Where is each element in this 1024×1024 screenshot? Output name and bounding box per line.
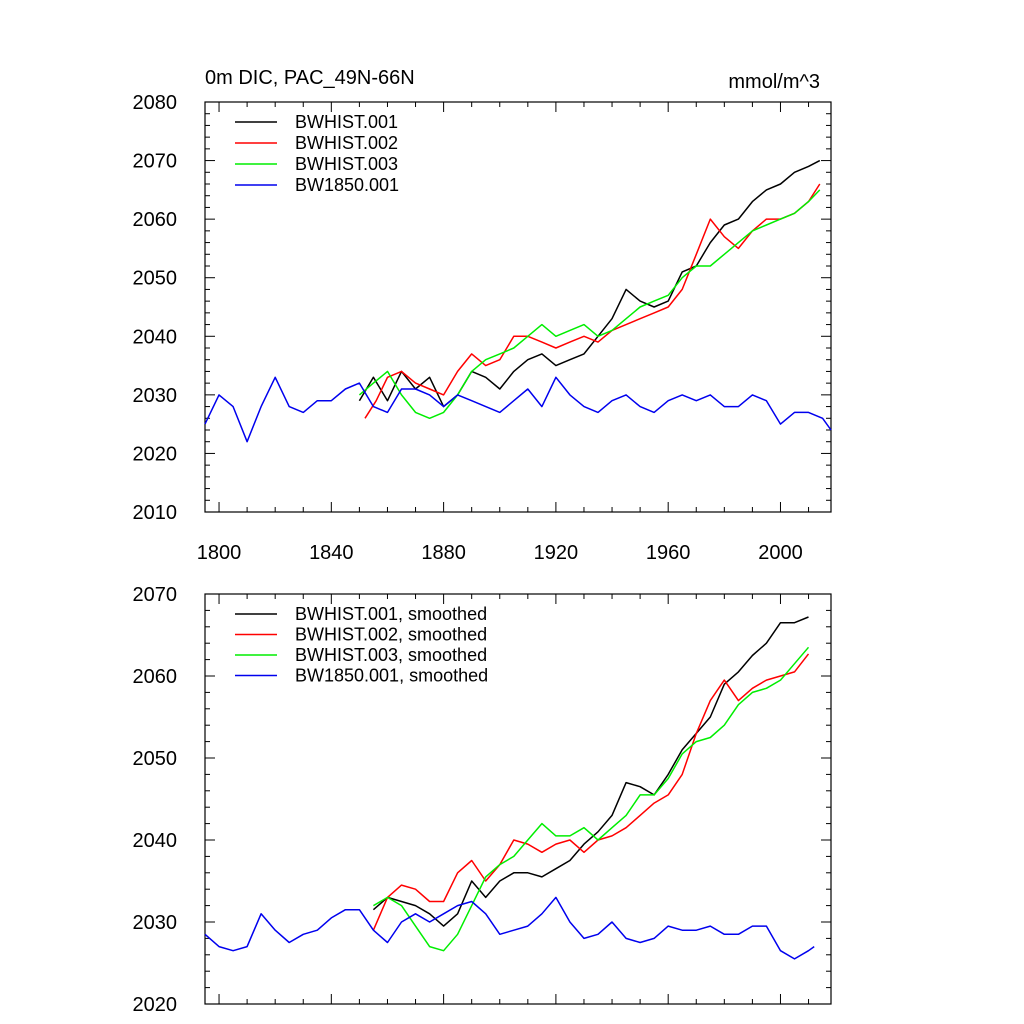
- x-tick-label: 1960: [646, 542, 691, 564]
- y-tick-label: 2040: [133, 326, 178, 348]
- y-tick-label: 2040: [133, 830, 178, 852]
- top-axis-ticks: 2010 2020 2030 2040 2050 2060 2070 2080 1800 1840…: [133, 92, 831, 564]
- y-tick-label: 2030: [133, 912, 178, 934]
- top-series-line-3: [358, 189, 821, 420]
- bottom-plot-frame: [204, 593, 832, 1005]
- y-tick-label: 2050: [133, 268, 178, 290]
- top-legend-label-1: BWHIST.001: [295, 112, 398, 132]
- y-tick-label: 2050: [133, 748, 178, 770]
- y-tick-label: 2030: [133, 385, 178, 407]
- top-legend-label-4: BW1850.001: [295, 175, 399, 195]
- bottom-panel: 2020 2030 2040 2050 2060 2070 BWHIST.001, smo…: [133, 584, 832, 1016]
- bottom-legend-label-4: BW1850.001, smoothed: [295, 666, 488, 686]
- y-tick-label: 2080: [133, 92, 178, 114]
- top-plot-frame: [204, 101, 832, 513]
- bottom-series-line-1: [372, 616, 809, 927]
- top-series-group: [204, 159, 832, 443]
- x-tick-label: 1800: [197, 542, 242, 564]
- bottom-legend-label-1: BWHIST.001, smoothed: [295, 604, 487, 624]
- y-tick-label: 2020: [133, 443, 178, 465]
- y-tick-label: 2060: [133, 666, 178, 688]
- x-tick-label: 1840: [309, 542, 354, 564]
- x-tick-label: 1880: [421, 542, 466, 564]
- y-tick-label: 2070: [133, 584, 178, 606]
- bottom-series-line-3: [373, 646, 810, 952]
- x-tick-label: 2000: [758, 542, 803, 564]
- y-tick-label: 2010: [133, 502, 178, 524]
- top-series-line-1: [358, 159, 821, 408]
- y-tick-label: 2060: [133, 209, 178, 231]
- bottom-series-line-4: [204, 896, 815, 960]
- top-legend-label-2: BWHIST.002: [295, 133, 398, 153]
- bottom-legend-label-2: BWHIST.002, smoothed: [295, 625, 487, 645]
- top-panel: 0m DIC, PAC_49N-66N mmol/m^3 2010 2020 203…: [133, 67, 832, 564]
- top-series-line-4: [204, 376, 832, 443]
- top-panel-title: 0m DIC, PAC_49N-66N: [205, 67, 415, 89]
- top-panel-units: mmol/m^3: [728, 71, 820, 93]
- top-legend-label-3: BWHIST.003: [295, 154, 398, 174]
- bottom-legend-label-3: BWHIST.003, smoothed: [295, 645, 487, 665]
- top-series-line-2: [364, 183, 821, 419]
- bottom-series-line-2: [372, 653, 810, 931]
- x-tick-label: 1920: [534, 542, 579, 564]
- bottom-series-group: [204, 616, 815, 960]
- bottom-axis-ticks: 2020 2030 2040 2050 2060 2070: [133, 584, 831, 1016]
- y-tick-label: 2070: [133, 151, 178, 173]
- y-tick-label: 2020: [133, 994, 178, 1016]
